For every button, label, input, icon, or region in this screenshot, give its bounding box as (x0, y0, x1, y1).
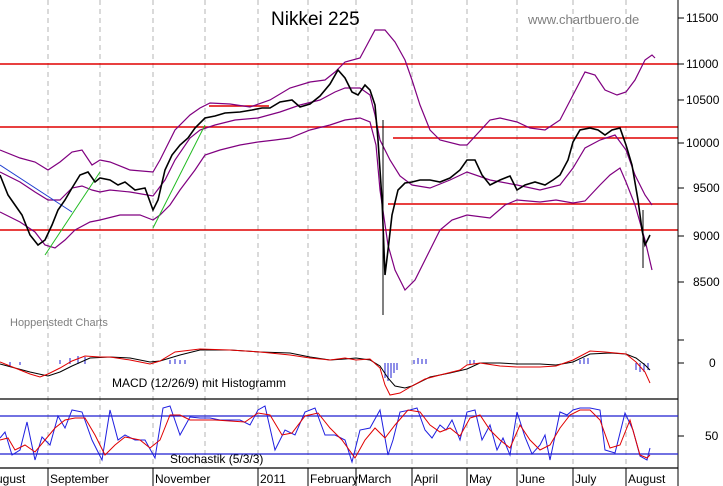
bollinger-bands (0, 29, 656, 292)
month-august-2010: ugust (0, 472, 26, 486)
month-february: February (310, 472, 359, 486)
y-label-10500: 10500 (686, 93, 720, 107)
month-may: May (469, 472, 492, 486)
y-label-9500: 9500 (693, 181, 720, 195)
support-resistance-lines (0, 63, 678, 231)
y-label-11500: 11500 (686, 11, 719, 25)
source-label: Hoppenstedt Charts (10, 317, 108, 329)
price-candles (0, 68, 651, 315)
month-april: April (414, 472, 439, 486)
stoch-50-label: 50 (705, 429, 719, 443)
macd-label: MACD (12/26/9) mit Histogramm (112, 376, 287, 390)
stochastic-panel (0, 405, 678, 464)
chart-title: Nikkei 225 (271, 9, 360, 30)
stochastic-label: Stochastik (5/3/3) (170, 452, 264, 466)
month-august-2011: August (628, 472, 666, 486)
month-june: June (519, 472, 546, 486)
y-label-11000: 11000 (686, 57, 719, 71)
month-july: July (575, 472, 597, 486)
month-2011: 2011 (260, 472, 286, 486)
y-label-8500: 8500 (693, 275, 720, 289)
grid-lines (47, 0, 627, 468)
month-november: November (155, 472, 211, 486)
month-september: September (50, 472, 109, 486)
y-label-9000: 9000 (693, 229, 720, 243)
y-label-10000: 10000 (686, 136, 720, 150)
month-ticks (47, 468, 627, 486)
month-march: March (358, 472, 392, 486)
trend-lines (0, 124, 206, 256)
watermark: www.chartbuero.de (528, 12, 640, 27)
price-axis (677, 0, 684, 486)
panel-dividers (0, 398, 678, 469)
macd-zero-label: 0 (709, 356, 716, 370)
macd-panel (0, 348, 651, 396)
